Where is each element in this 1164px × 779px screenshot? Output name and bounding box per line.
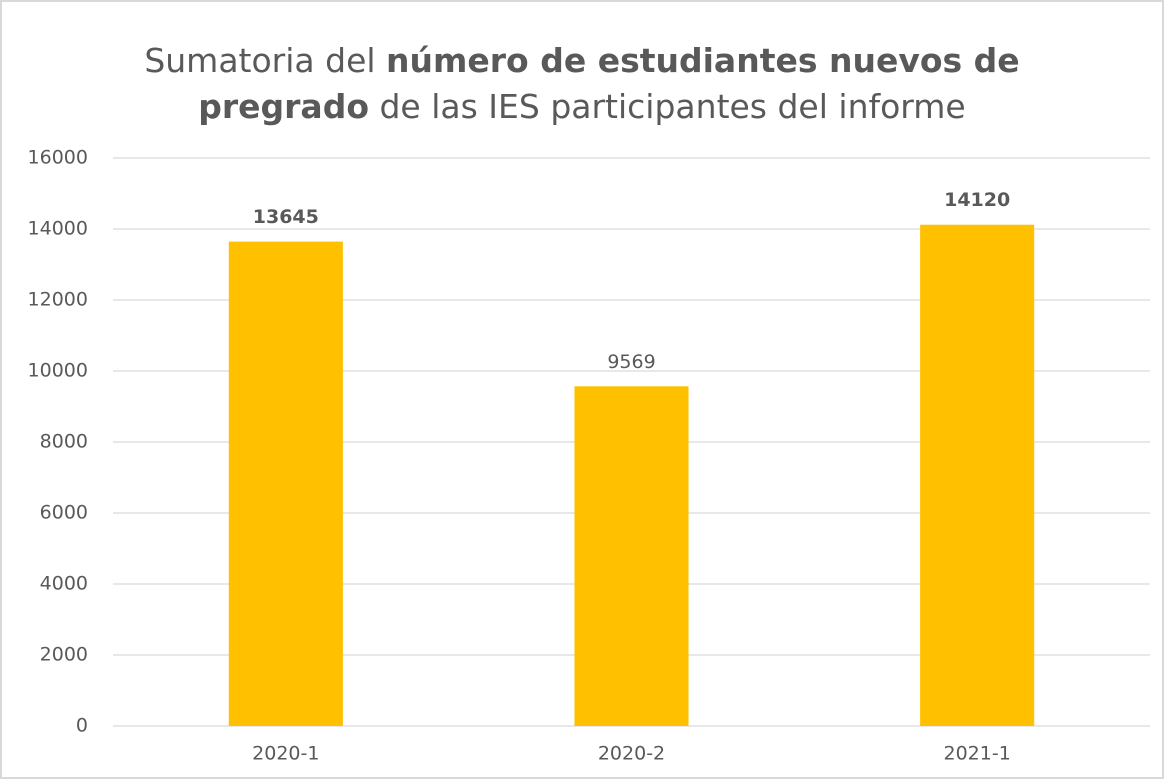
- title-segment: número de estudiantes nuevos de: [386, 41, 1020, 80]
- data-label: 13645: [253, 206, 319, 228]
- x-tick-label: 2021-1: [944, 743, 1011, 765]
- y-tick-label: 4000: [40, 573, 88, 595]
- chart-title: Sumatoria del número de estudiantes nuev…: [144, 41, 1019, 80]
- y-tick-label: 14000: [28, 218, 88, 240]
- x-tick-label: 2020-2: [598, 743, 665, 765]
- y-tick-label: 16000: [28, 147, 88, 169]
- y-tick-label: 10000: [28, 360, 88, 382]
- bar: [920, 224, 1035, 727]
- data-label: 14120: [944, 189, 1010, 211]
- y-tick-label: 0: [76, 715, 88, 737]
- y-tick-label: 2000: [40, 644, 88, 666]
- data-label: 9569: [607, 351, 655, 373]
- x-tick-label: 2020-1: [252, 743, 319, 765]
- chart-title: pregrado de las IES participantes del in…: [198, 87, 965, 126]
- title-segment: de las IES participantes del informe: [369, 87, 966, 126]
- bar: [228, 241, 343, 727]
- y-tick-label: 8000: [40, 431, 88, 453]
- bar: [574, 386, 689, 726]
- title-segment: pregrado: [198, 87, 369, 126]
- title-segment: Sumatoria del: [144, 41, 386, 80]
- y-tick-label: 12000: [28, 289, 88, 311]
- y-tick-label: 6000: [40, 502, 88, 524]
